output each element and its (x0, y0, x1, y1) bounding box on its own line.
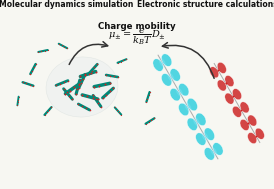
Ellipse shape (170, 88, 180, 101)
Ellipse shape (46, 57, 118, 117)
Ellipse shape (240, 102, 249, 113)
Ellipse shape (187, 118, 198, 131)
Ellipse shape (193, 117, 200, 127)
Ellipse shape (196, 113, 206, 126)
Text: Molecular dynamics simulation: Molecular dynamics simulation (0, 0, 133, 9)
Ellipse shape (161, 54, 172, 66)
Text: Electronic structure calculations: Electronic structure calculations (137, 0, 274, 9)
Ellipse shape (176, 87, 183, 97)
Ellipse shape (204, 148, 215, 160)
Ellipse shape (210, 146, 217, 156)
Ellipse shape (225, 75, 234, 87)
Ellipse shape (248, 115, 257, 126)
Ellipse shape (248, 132, 257, 144)
Ellipse shape (232, 106, 242, 117)
Ellipse shape (232, 89, 242, 100)
Ellipse shape (210, 67, 219, 78)
Ellipse shape (225, 93, 234, 104)
Ellipse shape (159, 58, 166, 67)
Ellipse shape (255, 128, 264, 139)
Ellipse shape (179, 103, 189, 116)
Ellipse shape (187, 98, 198, 111)
Ellipse shape (161, 74, 172, 86)
Text: Charge mobility: Charge mobility (98, 22, 176, 31)
Ellipse shape (213, 143, 223, 155)
Ellipse shape (217, 80, 226, 91)
Ellipse shape (184, 102, 192, 112)
Ellipse shape (170, 69, 180, 81)
Ellipse shape (204, 128, 215, 140)
Text: $\mu_{\pm} = \dfrac{e}{k_BT}D_{\pm}$: $\mu_{\pm} = \dfrac{e}{k_BT}D_{\pm}$ (108, 27, 166, 47)
Ellipse shape (179, 84, 189, 96)
Ellipse shape (217, 62, 226, 74)
Ellipse shape (196, 133, 206, 145)
Ellipse shape (202, 132, 209, 142)
Ellipse shape (153, 59, 163, 71)
Ellipse shape (240, 119, 249, 131)
Ellipse shape (167, 73, 175, 82)
